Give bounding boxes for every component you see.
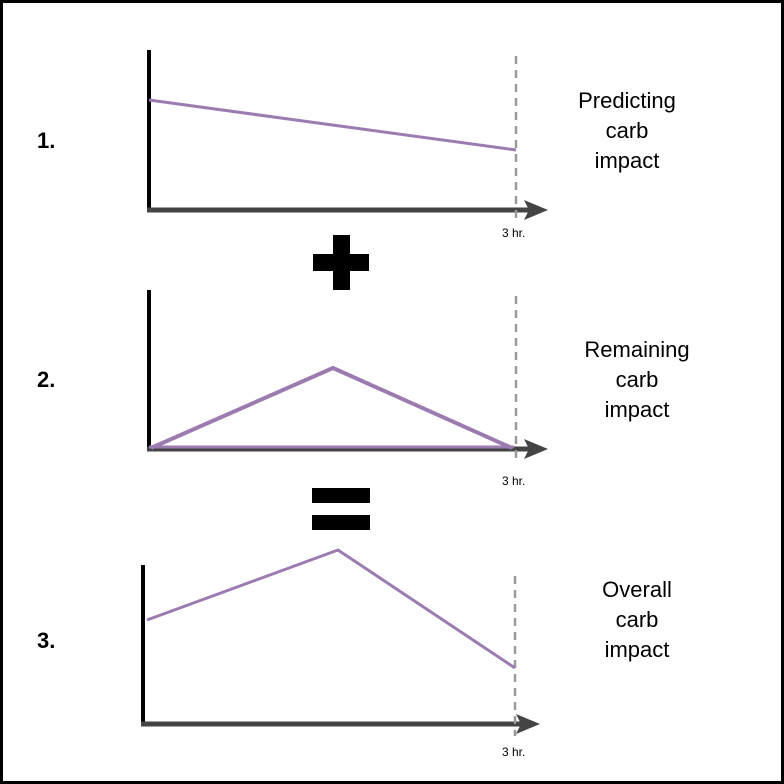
step-2-number: 2. xyxy=(37,367,56,392)
step-1-number: 1. xyxy=(37,128,56,153)
step-3-description: Overall carb impact xyxy=(567,575,707,665)
step-2-description: Remaining carb impact xyxy=(567,335,707,425)
plus-operator-icon xyxy=(313,235,369,290)
panel-2-chart: 3 hr. xyxy=(147,290,548,488)
step-2-desc-line-1: Remaining xyxy=(584,337,690,362)
step-3-desc-line-3: impact xyxy=(604,637,670,662)
step-1-description: Predicting carb impact xyxy=(557,86,697,176)
step-1-desc-line-1: Predicting xyxy=(578,88,676,113)
step-3-desc-line-2: carb xyxy=(615,607,659,632)
equals-operator-icon xyxy=(312,488,370,530)
panel-3-3hr-label: 3 hr. xyxy=(502,745,525,759)
panel-1-3hr-label: 3 hr. xyxy=(502,226,525,240)
panel-1-x-arrowhead xyxy=(524,200,548,220)
step-1-desc-line-2: carb xyxy=(605,118,649,143)
panel-3-curve xyxy=(146,548,516,670)
panel-3-x-arrowhead xyxy=(516,714,540,734)
step-3-number: 3. xyxy=(37,628,56,653)
panel-2-x-arrowhead xyxy=(524,439,548,459)
step-1-desc-line-3: impact xyxy=(594,148,660,173)
panel-1-chart: 3 hr. xyxy=(147,50,548,240)
panel-3-chart: 3 hr. xyxy=(141,548,540,759)
panel-2-3hr-label: 3 hr. xyxy=(502,474,525,488)
step-2-desc-line-3: impact xyxy=(604,397,670,422)
step-2-desc-line-2: carb xyxy=(615,367,659,392)
panel-1-curve xyxy=(148,98,517,152)
step-3-desc-line-1: Overall xyxy=(602,577,672,602)
panel-2-curve xyxy=(150,365,513,450)
